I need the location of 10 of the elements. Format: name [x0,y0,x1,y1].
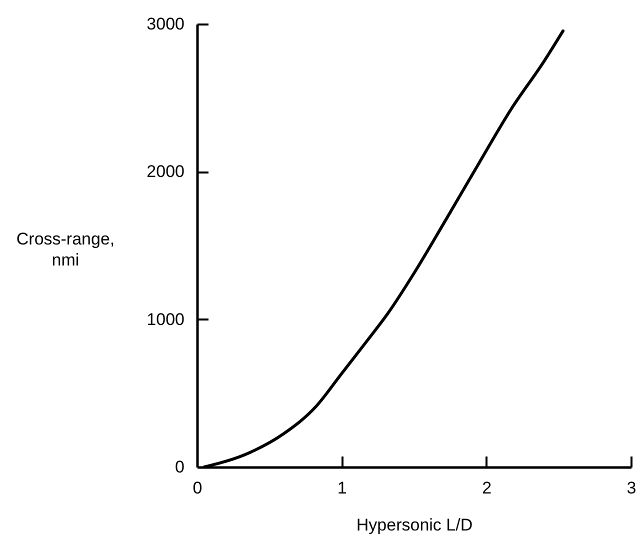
y-tick-label: 2000 [146,162,184,182]
y-tick-label: 1000 [146,310,184,329]
x-tick-label: 2 [482,478,492,498]
x-axis-title: Hypersonic L/D [356,516,473,534]
y-axis-title: Cross-range, nmi [16,230,115,270]
y-tick-label: 0 [175,458,184,476]
x-tick-label: 1 [337,478,347,498]
y-tick-label: 3000 [146,14,184,34]
x-tick-label: 0 [192,478,202,498]
x-tick-label: 3 [626,478,636,498]
